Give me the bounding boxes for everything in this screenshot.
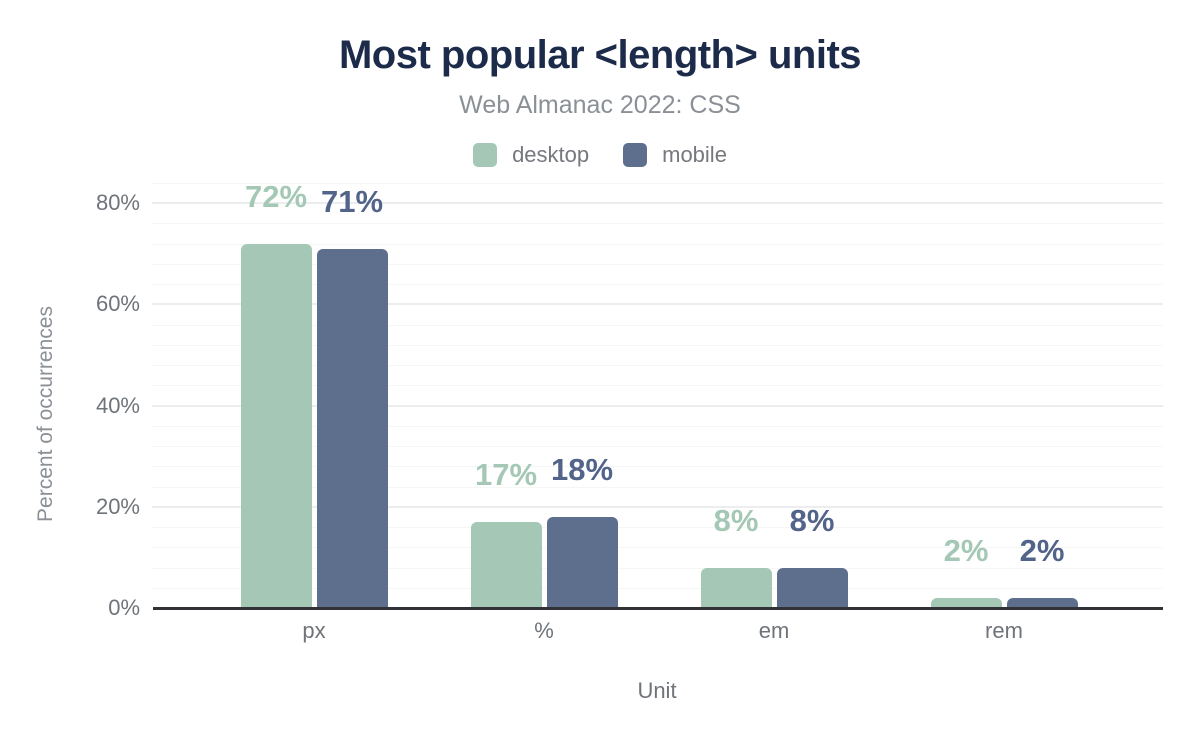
bar-desktop-px	[240, 243, 312, 608]
minor-gridline	[152, 263, 1163, 265]
legend-label-desktop: desktop	[512, 142, 590, 167]
major-gridline	[152, 404, 1163, 407]
major-gridline	[152, 505, 1163, 508]
y-tick-label: 20%	[95, 493, 140, 519]
minor-gridline	[152, 243, 1163, 245]
data-label-mobile-px: 71%	[320, 183, 384, 219]
legend: desktop mobile	[0, 142, 1200, 168]
minor-gridline	[152, 567, 1163, 569]
data-label-mobile-em: 8%	[789, 502, 835, 538]
minor-gridline	[152, 527, 1163, 529]
data-label-mobile-%: 18%	[550, 451, 614, 487]
legend-item-desktop: desktop	[473, 142, 589, 168]
bar-desktop-rem	[930, 597, 1002, 608]
minor-gridline	[152, 324, 1163, 326]
legend-label-mobile: mobile	[662, 142, 727, 167]
bar-mobile-em	[776, 567, 848, 608]
data-label-desktop-px: 72%	[244, 178, 308, 214]
data-label-desktop-%: 17%	[474, 456, 538, 492]
minor-gridline	[152, 587, 1163, 589]
x-axis-title: Unit	[637, 678, 677, 703]
y-tick-label: 0%	[108, 595, 140, 620]
data-label-mobile-rem: 2%	[1019, 532, 1065, 568]
y-tick-label: 60%	[95, 291, 140, 317]
x-axis-line	[153, 607, 1163, 610]
bar-mobile-px	[316, 248, 388, 608]
x-tick-label: %	[534, 618, 554, 643]
chart-subtitle: Web Almanac 2022: CSS	[459, 91, 741, 119]
bar-mobile-rem	[1006, 597, 1078, 608]
minor-gridline	[152, 182, 1163, 184]
major-gridline	[152, 202, 1163, 205]
minor-gridline	[152, 446, 1163, 448]
minor-gridline	[152, 425, 1163, 427]
legend-swatch-desktop	[473, 143, 498, 167]
data-label-desktop-em: 8%	[713, 502, 759, 538]
chart-title: Most popular <length> units	[338, 33, 862, 77]
minor-gridline	[152, 466, 1163, 468]
bar-desktop-%	[470, 521, 542, 608]
minor-gridline	[152, 385, 1163, 387]
minor-gridline	[152, 223, 1163, 225]
x-tick-label: rem	[985, 618, 1023, 643]
x-tick-label: px	[302, 618, 326, 643]
data-label-desktop-rem: 2%	[943, 532, 989, 568]
legend-item-mobile: mobile	[623, 142, 727, 168]
minor-gridline	[152, 284, 1163, 286]
bar-desktop-em	[700, 567, 772, 608]
major-gridline	[152, 303, 1163, 306]
y-tick-label: 40%	[95, 392, 140, 418]
y-tick-label: 80%	[95, 190, 140, 216]
minor-gridline	[152, 547, 1163, 549]
minor-gridline	[152, 344, 1163, 346]
legend-swatch-mobile	[623, 143, 648, 167]
bar-mobile-%	[546, 516, 618, 608]
minor-gridline	[152, 365, 1163, 367]
x-tick-label: em	[758, 618, 790, 643]
minor-gridline	[152, 486, 1163, 488]
